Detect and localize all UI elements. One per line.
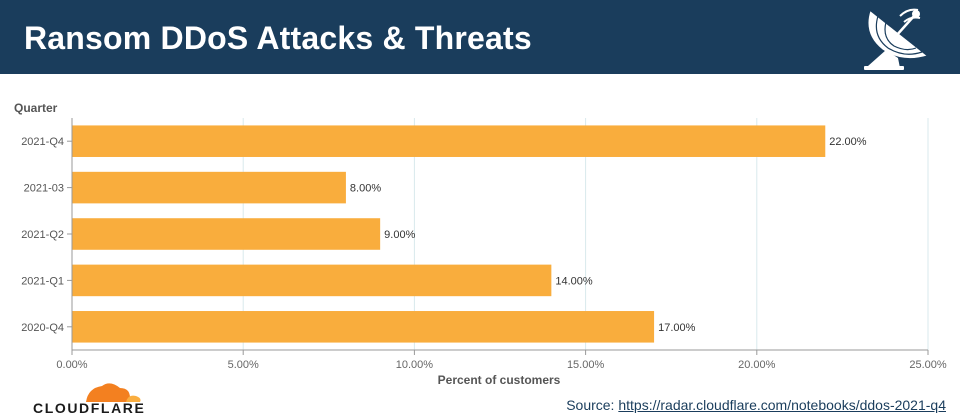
page-title: Ransom DDoS Attacks & Threats	[24, 20, 532, 56]
bars: 22.00% 8.00% 9.00% 14.00% 17.00%	[72, 125, 867, 343]
y-tick-label: 2020-Q4	[21, 322, 64, 334]
cloudflare-logo-text: CLOUDFLARE	[33, 400, 146, 416]
y-tick-label: 2021-03	[24, 183, 64, 195]
x-tick-label: 25.00%	[909, 359, 947, 371]
source-prefix: Source:	[566, 397, 619, 413]
bar-value-label: 8.00%	[350, 183, 381, 195]
bar-chart: Quarter Percent of customers 22.00% 8.00%…	[14, 101, 947, 384]
satellite-dish-icon	[864, 8, 930, 70]
bar-2021-q4	[72, 125, 826, 157]
bar-value-label: 9.00%	[384, 229, 415, 241]
header-bar: Ransom DDoS Attacks & Threats	[0, 0, 960, 74]
bar-2021-q1	[72, 264, 552, 297]
y-tick-label: 2021-Q4	[21, 136, 64, 148]
bar-value-label: 14.00%	[555, 275, 593, 287]
bar-2020-q4	[72, 311, 655, 343]
source-line: Source: https://radar.cloudflare.com/not…	[566, 397, 946, 413]
x-tick-label: 5.00%	[228, 359, 259, 371]
bar-value-label: 22.00%	[829, 136, 867, 148]
bar-2021-q2	[72, 218, 381, 250]
bar-value-label: 17.00%	[658, 322, 696, 334]
x-tick-label: 10.00%	[396, 359, 434, 371]
y-tick-label: 2021-Q2	[21, 229, 64, 241]
x-axis-title: Percent of customers	[438, 373, 561, 384]
cloudflare-cloud-icon	[86, 383, 141, 402]
y-axis-title: Quarter	[14, 101, 58, 115]
x-tick-label: 0.00%	[56, 359, 87, 371]
x-tick-label: 20.00%	[738, 359, 776, 371]
source-link[interactable]: https://radar.cloudflare.com/notebooks/d…	[618, 397, 946, 413]
y-tick-label: 2021-Q1	[21, 275, 64, 287]
x-tick-label: 15.00%	[567, 359, 605, 371]
axes: 0.00% 5.00% 10.00% 15.00% 20.00% 25.00% 2021-Q…	[21, 118, 947, 371]
bar-2021-03	[72, 171, 346, 204]
